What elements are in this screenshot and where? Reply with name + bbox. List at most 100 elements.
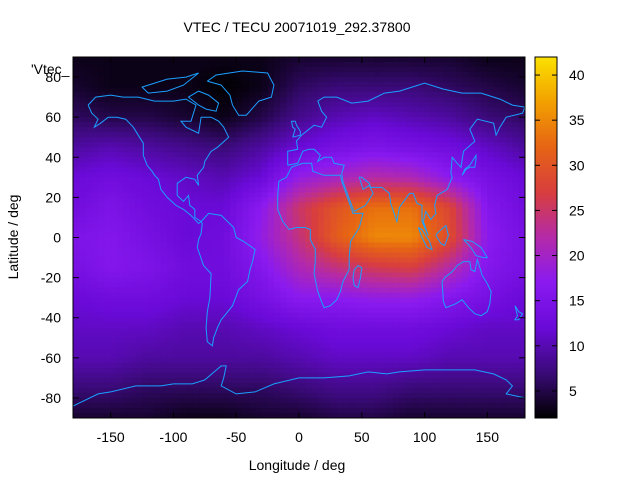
heatmap-cell <box>368 107 375 113</box>
heatmap-cell <box>236 287 244 294</box>
heatmap-cell <box>361 107 369 113</box>
heatmap-cell <box>499 312 507 319</box>
heatmap-cell <box>280 397 288 404</box>
heatmap-cell <box>229 57 237 63</box>
heatmap-cell <box>236 122 244 128</box>
heatmap-cell <box>462 292 470 299</box>
heatmap-cell <box>355 177 363 183</box>
heatmap-cell <box>204 292 212 299</box>
heatmap-cell <box>462 207 470 214</box>
heatmap-cell <box>349 202 357 209</box>
heatmap-cell <box>217 322 225 329</box>
heatmap-cell <box>167 362 175 369</box>
heatmap-cell <box>437 197 444 203</box>
heatmap-cell <box>267 172 275 178</box>
heatmap-cell <box>179 282 187 289</box>
heatmap-cell <box>386 227 394 234</box>
heatmap-cell <box>186 367 193 374</box>
heatmap-cell <box>129 122 137 128</box>
heatmap-cell <box>104 327 112 334</box>
heatmap-cell <box>474 82 482 88</box>
heatmap-cell <box>198 347 206 354</box>
heatmap-cell <box>512 342 520 349</box>
heatmap-cell <box>204 332 212 339</box>
heatmap-cell <box>518 102 525 108</box>
heatmap-cell <box>179 347 187 354</box>
heatmap-cell <box>211 277 218 284</box>
heatmap-cell <box>330 362 338 369</box>
heatmap-cell <box>324 167 331 173</box>
heatmap-cell <box>255 152 262 158</box>
heatmap-cell <box>386 307 394 314</box>
heatmap-cell <box>192 167 200 173</box>
heatmap-cell <box>455 282 463 289</box>
heatmap-cell <box>430 322 438 329</box>
heatmap-cell <box>273 242 281 249</box>
heatmap-cell <box>116 297 124 304</box>
heatmap-cell <box>399 112 407 118</box>
heatmap-cell <box>248 262 256 269</box>
heatmap-cell <box>305 287 313 294</box>
heatmap-cell <box>116 122 124 128</box>
heatmap-cell <box>229 312 237 319</box>
heatmap-cell <box>223 212 231 219</box>
heatmap-cell <box>437 247 444 254</box>
heatmap-cell <box>85 362 93 369</box>
heatmap-cell <box>229 132 237 138</box>
heatmap-cell <box>399 187 407 193</box>
heatmap-cell <box>142 72 149 78</box>
heatmap-cell <box>455 347 463 354</box>
heatmap-cell <box>98 197 105 203</box>
heatmap-cell <box>336 267 344 274</box>
heatmap-cell <box>405 332 413 339</box>
heatmap-cell <box>261 272 269 279</box>
heatmap-cell <box>430 302 438 309</box>
heatmap-cell <box>173 302 181 309</box>
heatmap-cell <box>154 222 162 229</box>
heatmap-cell <box>160 297 168 304</box>
heatmap-cell <box>229 192 237 198</box>
heatmap-cell <box>79 207 87 214</box>
heatmap-cell <box>386 97 394 103</box>
heatmap-cell <box>330 262 338 269</box>
heatmap-cell <box>267 352 275 359</box>
heatmap-cell <box>512 357 520 364</box>
heatmap-cell <box>167 292 175 299</box>
heatmap-cell <box>255 367 262 374</box>
heatmap-cell <box>192 297 200 304</box>
heatmap-cell <box>305 102 313 108</box>
heatmap-cell <box>405 357 413 364</box>
heatmap-cell <box>255 227 262 234</box>
heatmap-cell <box>160 182 168 188</box>
heatmap-cell <box>204 297 212 304</box>
heatmap-cell <box>192 242 200 249</box>
heatmap-cell <box>399 202 407 209</box>
heatmap-cell <box>324 82 331 88</box>
heatmap-cell <box>261 362 269 369</box>
heatmap-cell <box>110 307 118 314</box>
heatmap-cell <box>116 377 124 384</box>
heatmap-cell <box>518 377 525 384</box>
heatmap-cell <box>487 192 495 198</box>
heatmap-cell <box>79 257 87 264</box>
heatmap-cell <box>481 192 488 198</box>
heatmap-cell <box>349 247 357 254</box>
heatmap-cell <box>267 327 275 334</box>
heatmap-cell <box>506 277 514 284</box>
heatmap-cell <box>399 292 407 299</box>
heatmap-cell <box>437 117 444 123</box>
heatmap-cell <box>474 252 482 259</box>
heatmap-cell <box>342 287 350 294</box>
heatmap-cell <box>355 107 363 113</box>
heatmap-cell <box>123 187 131 193</box>
heatmap-cell <box>499 202 507 209</box>
heatmap-cell <box>267 322 275 329</box>
heatmap-cell <box>129 317 137 324</box>
heatmap-cell <box>386 237 394 244</box>
heatmap-cell <box>186 297 193 304</box>
heatmap-cell <box>123 137 131 143</box>
heatmap-cell <box>493 257 501 264</box>
heatmap-cell <box>393 212 401 219</box>
heatmap-cell <box>305 312 313 319</box>
heatmap-cell <box>481 197 488 203</box>
